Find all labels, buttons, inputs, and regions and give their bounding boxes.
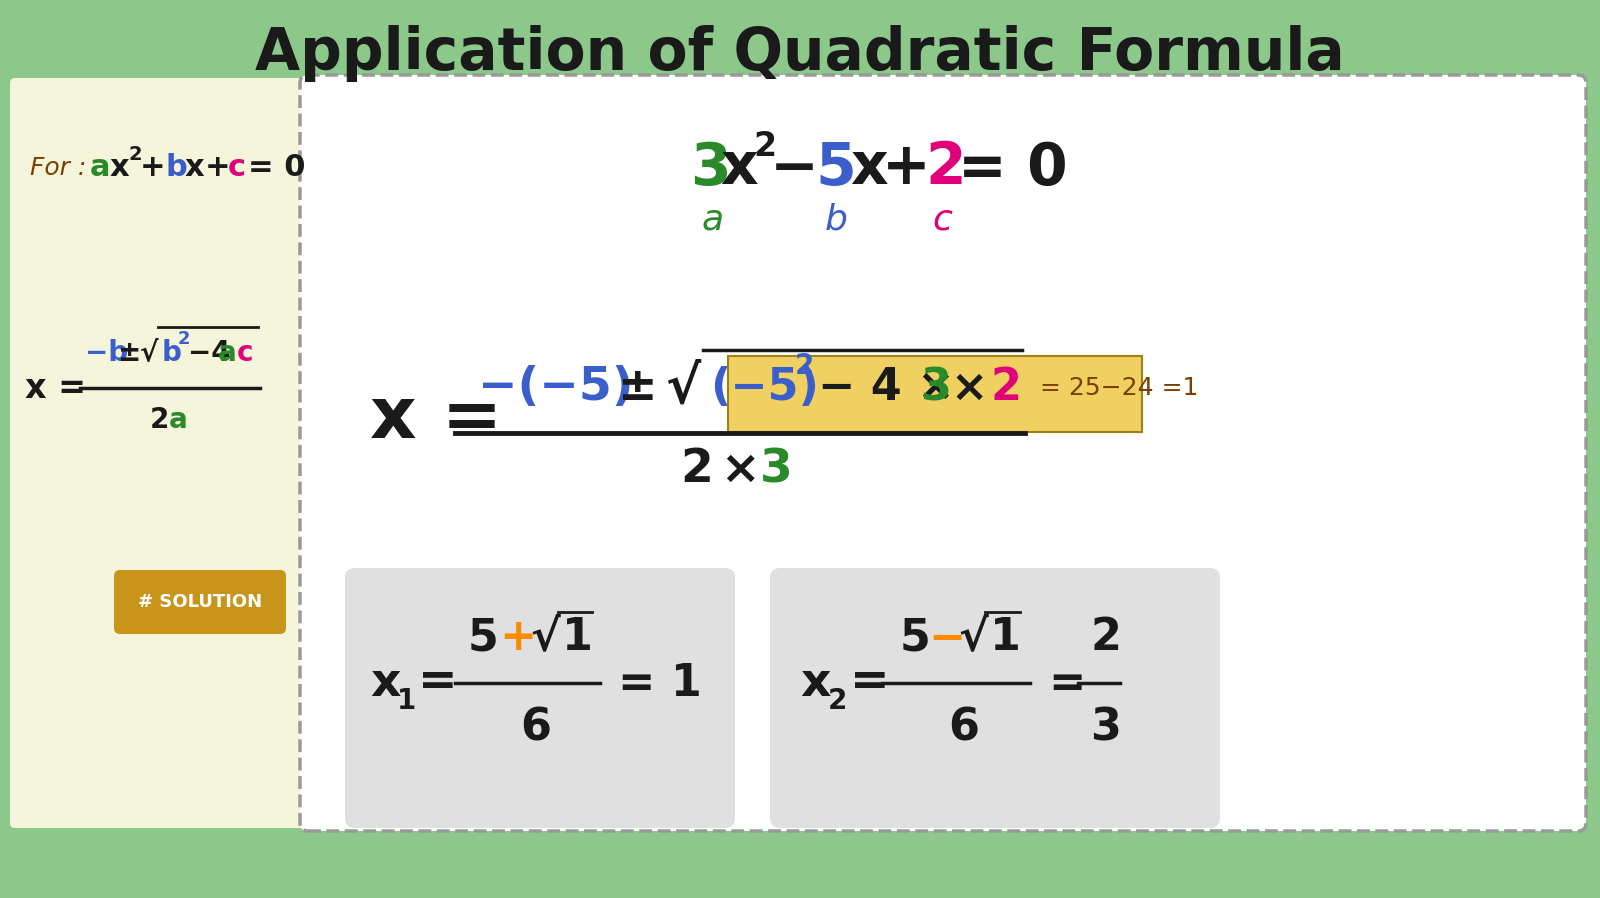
Text: 3: 3	[1090, 707, 1122, 750]
Text: −: −	[770, 139, 819, 197]
Text: x: x	[110, 154, 130, 182]
Text: +: +	[205, 154, 230, 182]
Text: √: √	[530, 617, 560, 659]
Text: For :: For :	[30, 156, 86, 180]
Text: a: a	[702, 203, 725, 237]
Text: a: a	[90, 154, 110, 182]
FancyBboxPatch shape	[346, 568, 734, 828]
Text: −(−5): −(−5)	[478, 365, 634, 410]
Text: 2: 2	[680, 447, 714, 492]
Text: x: x	[186, 154, 205, 182]
Text: x: x	[370, 661, 400, 706]
Text: 1: 1	[990, 617, 1021, 659]
Text: x =: x =	[26, 372, 86, 404]
Text: ±: ±	[618, 365, 658, 410]
Text: b: b	[165, 154, 187, 182]
Text: = 0: = 0	[248, 154, 306, 182]
Text: x: x	[850, 139, 888, 197]
Text: b: b	[826, 203, 848, 237]
Text: = 25−24 =1: = 25−24 =1	[1040, 376, 1198, 400]
Text: ×: ×	[720, 447, 760, 492]
Text: 2: 2	[795, 352, 814, 380]
Text: x: x	[720, 139, 758, 197]
Text: −4: −4	[189, 339, 230, 367]
Text: a: a	[170, 406, 187, 434]
Text: = 1: = 1	[618, 662, 702, 705]
Text: 6: 6	[947, 707, 979, 750]
Text: (−5): (−5)	[710, 366, 819, 409]
Text: 1: 1	[562, 617, 594, 659]
Text: =: =	[850, 661, 890, 706]
Text: c: c	[931, 203, 952, 237]
Text: √: √	[958, 617, 987, 659]
Text: 3: 3	[690, 139, 731, 197]
Text: =: =	[1048, 662, 1085, 705]
Text: 2: 2	[990, 366, 1021, 409]
Text: 3: 3	[760, 447, 792, 492]
Text: −b: −b	[85, 339, 128, 367]
Text: +: +	[499, 617, 536, 659]
Text: # SOLUTION: # SOLUTION	[138, 593, 262, 611]
Text: 2: 2	[178, 330, 190, 348]
Text: +: +	[141, 154, 166, 182]
Text: 5: 5	[899, 617, 931, 659]
Text: 2: 2	[754, 129, 776, 163]
Text: 2: 2	[1090, 617, 1122, 659]
Text: −: −	[928, 617, 965, 659]
Text: 5: 5	[814, 139, 856, 197]
Text: 3: 3	[920, 366, 950, 409]
FancyBboxPatch shape	[301, 75, 1586, 831]
Text: 2: 2	[925, 139, 966, 197]
FancyBboxPatch shape	[114, 570, 286, 634]
Text: a: a	[218, 339, 237, 367]
FancyBboxPatch shape	[10, 78, 306, 828]
FancyBboxPatch shape	[770, 568, 1221, 828]
Text: ±: ±	[118, 339, 141, 367]
Text: +: +	[882, 139, 931, 197]
Text: =: =	[418, 661, 458, 706]
Text: = 0: = 0	[958, 139, 1067, 197]
Text: √: √	[666, 362, 701, 414]
Text: − 4 ×: − 4 ×	[818, 366, 955, 409]
Text: ×: ×	[950, 366, 987, 409]
Text: 5: 5	[467, 617, 499, 659]
Text: b: b	[162, 339, 182, 367]
Text: x: x	[800, 661, 830, 706]
Text: c: c	[229, 154, 246, 182]
Text: c: c	[237, 339, 253, 367]
Text: 2: 2	[150, 406, 170, 434]
Text: √: √	[141, 339, 158, 367]
Text: 1: 1	[397, 687, 416, 715]
Text: Application of Quadratic Formula: Application of Quadratic Formula	[254, 24, 1346, 82]
Text: x =: x =	[370, 383, 502, 453]
Text: 2: 2	[128, 145, 142, 163]
Text: 2: 2	[829, 687, 848, 715]
Text: 6: 6	[520, 707, 550, 750]
FancyBboxPatch shape	[728, 356, 1142, 432]
